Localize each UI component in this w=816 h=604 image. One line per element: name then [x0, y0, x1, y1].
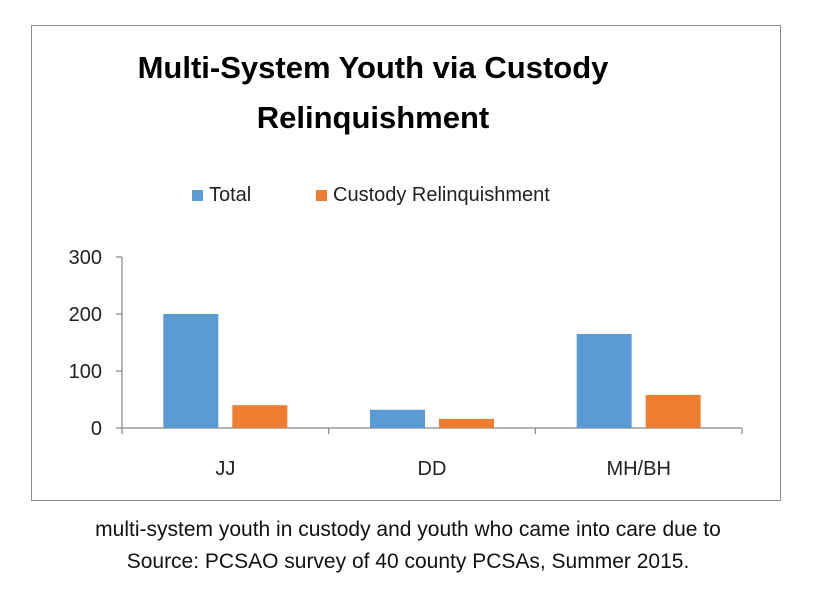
bar-jj-custody-relinquishment: [232, 405, 288, 428]
chart-title-line: Multi-System Youth via Custody: [138, 50, 610, 85]
source-caption: Source: PCSAO survey of 40 county PCSAs,…: [126, 550, 690, 573]
x-category-label: MH/BH: [606, 458, 670, 480]
y-tick-label: 300: [69, 247, 102, 269]
chart-title-line: Relinquishment: [257, 100, 490, 135]
bar-mh-bh-total: [576, 333, 632, 428]
legend-label: Total: [209, 184, 251, 206]
y-tick-label: 200: [69, 304, 102, 326]
x-category-label: DD: [418, 458, 447, 480]
chart-frame: Multi-System Youth via Custody Relinquish…: [31, 25, 781, 501]
caption-line-1: multi-system youth in custody and youth …: [95, 518, 721, 541]
legend-label: Custody Relinquishment: [333, 184, 550, 206]
bar-dd-total: [370, 409, 425, 428]
bar-chart: Multi-System Youth via Custody Relinquish…: [69, 50, 743, 480]
x-category-label: JJ: [215, 458, 235, 480]
y-tick-label: 100: [69, 361, 102, 383]
bar-jj-total: [163, 314, 219, 428]
legend-swatch: [316, 190, 327, 201]
legend-swatch: [192, 190, 203, 201]
bar-dd-custody-relinquishment: [439, 418, 494, 428]
y-tick-label: 0: [91, 418, 102, 440]
bar-mh-bh-custody-relinquishment: [645, 394, 701, 428]
